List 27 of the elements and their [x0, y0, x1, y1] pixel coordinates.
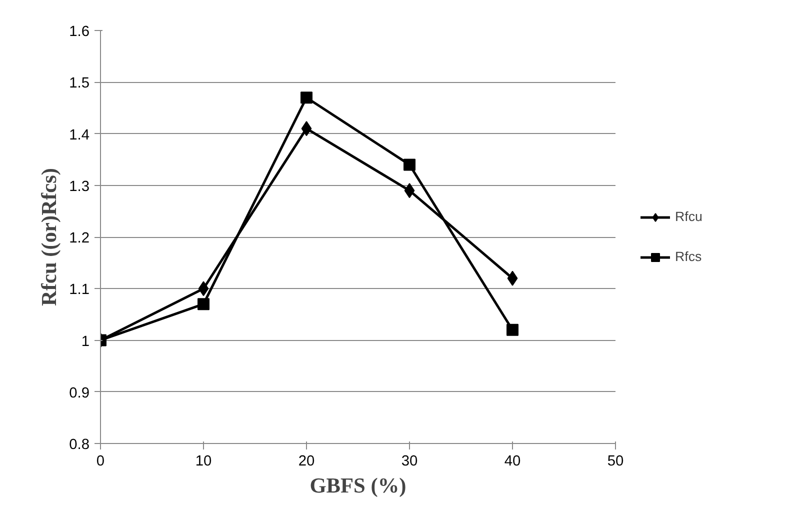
y-tick-label: 1 — [81, 334, 90, 350]
x-tick-label: 40 — [504, 454, 521, 470]
point — [198, 281, 209, 296]
x-axis-title: GBFS (%) — [310, 474, 406, 498]
y-tick-label: 1.6 — [69, 24, 90, 40]
y-tick-label: 1.5 — [69, 76, 90, 92]
x-tick-label: 20 — [298, 454, 315, 470]
x-tick-label: 30 — [401, 454, 418, 470]
point — [301, 121, 312, 136]
x-tick-label: 0 — [96, 454, 105, 470]
legend-label: Rfcs — [675, 249, 702, 264]
y-tick-label: 1.4 — [69, 127, 90, 144]
point — [404, 158, 416, 171]
point — [404, 183, 415, 198]
y-tick-label: 1.2 — [69, 230, 90, 246]
point — [198, 298, 210, 310]
y-tick-label: 1.3 — [69, 178, 90, 195]
y-tick-label: 0.9 — [69, 385, 90, 402]
y-axis-title: Rfcu ((or)Rfcs) — [37, 168, 62, 306]
legend-label: Rfcu — [675, 209, 702, 224]
point — [300, 92, 312, 104]
x-tick-label: 50 — [607, 454, 624, 470]
point — [506, 324, 518, 336]
x-tick-label: 10 — [195, 454, 212, 470]
y-tick-label: 1.1 — [69, 282, 90, 298]
point — [507, 270, 518, 286]
y-tick-label: 0.8 — [69, 437, 90, 453]
